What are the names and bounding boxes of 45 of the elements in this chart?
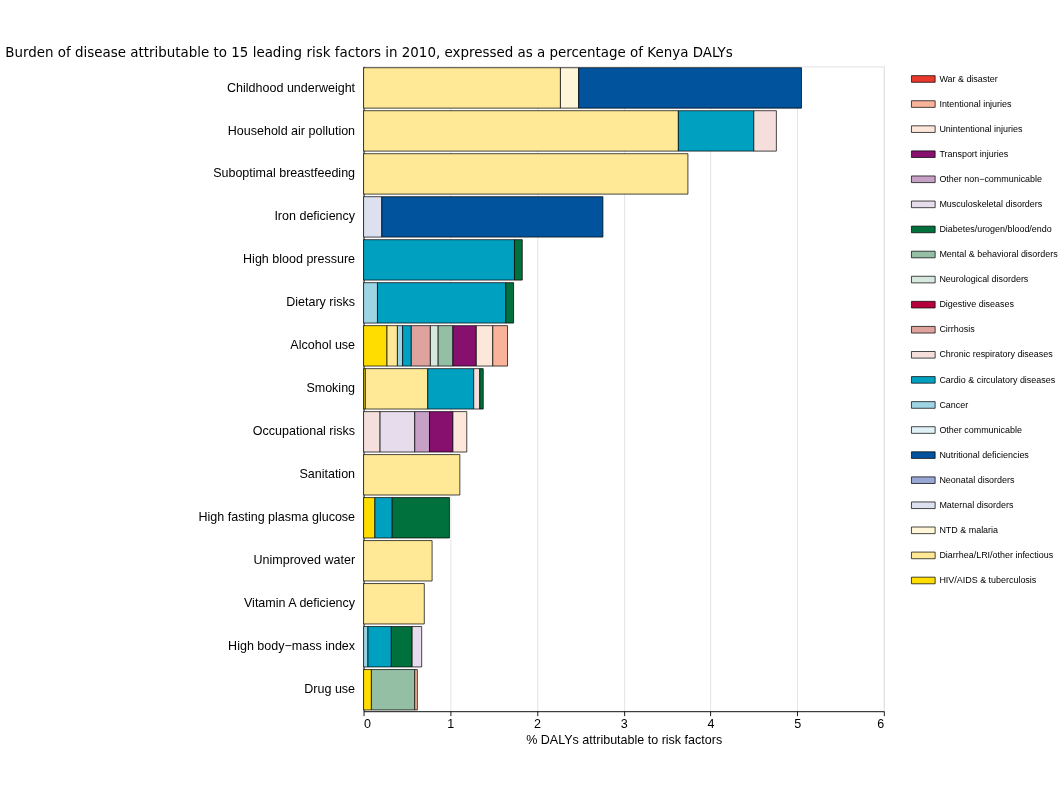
y-tick-label: Household air pollution xyxy=(227,123,356,138)
y-tick-label: Drug use xyxy=(304,682,356,697)
legend-label: Other non−communicable xyxy=(939,173,1043,184)
y-tick-label: Dietary risks xyxy=(286,295,356,310)
legend-label: Intentional injuries xyxy=(939,98,1012,109)
legend-label: Cirrhosis xyxy=(939,324,976,335)
legend-label: Other communicable xyxy=(939,424,1022,435)
legend-label: Chronic respiratory diseases xyxy=(939,349,1054,360)
legend-label: Neonatal disorders xyxy=(939,474,1015,485)
x-tick-label: 4 xyxy=(707,716,715,731)
legend-label: Musculoskeletal disorders xyxy=(939,199,1043,210)
legend-label: War & disaster xyxy=(939,73,998,84)
legend-label: Nutritional deficiencies xyxy=(939,449,1030,460)
y-tick-label: High body−mass index xyxy=(228,639,356,654)
y-tick-label: Sanitation xyxy=(299,467,356,482)
legend-label: Diarrhea/LRI/other infectious xyxy=(939,550,1054,561)
x-tick-label: 5 xyxy=(794,716,802,731)
legend-label: Diabetes/urogen/blood/endo xyxy=(939,224,1052,235)
y-tick-label: High fasting plasma glucose xyxy=(198,510,356,525)
legend-label: Unintentional injuries xyxy=(939,123,1023,134)
y-tick-label: High blood pressure xyxy=(243,252,356,267)
legend-label: Cancer xyxy=(939,399,969,410)
legend-label: Transport injuries xyxy=(939,148,1009,159)
x-tick-label: 3 xyxy=(620,716,628,731)
x-tick-label: 2 xyxy=(533,716,541,731)
y-tick-label: Smoking xyxy=(306,381,356,396)
y-tick-label: Occupational risks xyxy=(252,424,356,439)
y-tick-label: Unimproved water xyxy=(253,553,356,568)
legend-label: Digestive diseases xyxy=(939,299,1015,310)
x-tick-label: 0 xyxy=(364,716,372,731)
y-tick-label: Suboptimal breastfeeding xyxy=(213,166,356,181)
y-tick-label: Alcohol use xyxy=(290,338,356,353)
legend-label: HIV/AIDS & tuberculosis xyxy=(939,575,1037,586)
y-tick-label: Iron deficiency xyxy=(274,209,356,224)
x-tick-label: 6 xyxy=(877,716,885,731)
y-tick-label: Vitamin A deficiency xyxy=(243,596,356,611)
legend-label: NTD & malaria xyxy=(939,525,999,536)
x-axis-title: % DALYs attributable to risk factors xyxy=(526,732,723,747)
legend-label: Neurological disorders xyxy=(939,274,1029,285)
legend-label: Cardio & circulatory diseases xyxy=(939,374,1056,385)
legend-label: Maternal disorders xyxy=(939,499,1014,510)
chart-title: Burden of disease attributable to 15 leading risk factors in 2010, expressed as a percentage of Kenya DALYs xyxy=(5,44,733,60)
legend-label: Mental & behavioral disorders xyxy=(939,249,1059,260)
y-tick-label: Childhood underweight xyxy=(227,80,356,95)
x-tick-label: 1 xyxy=(447,716,455,731)
